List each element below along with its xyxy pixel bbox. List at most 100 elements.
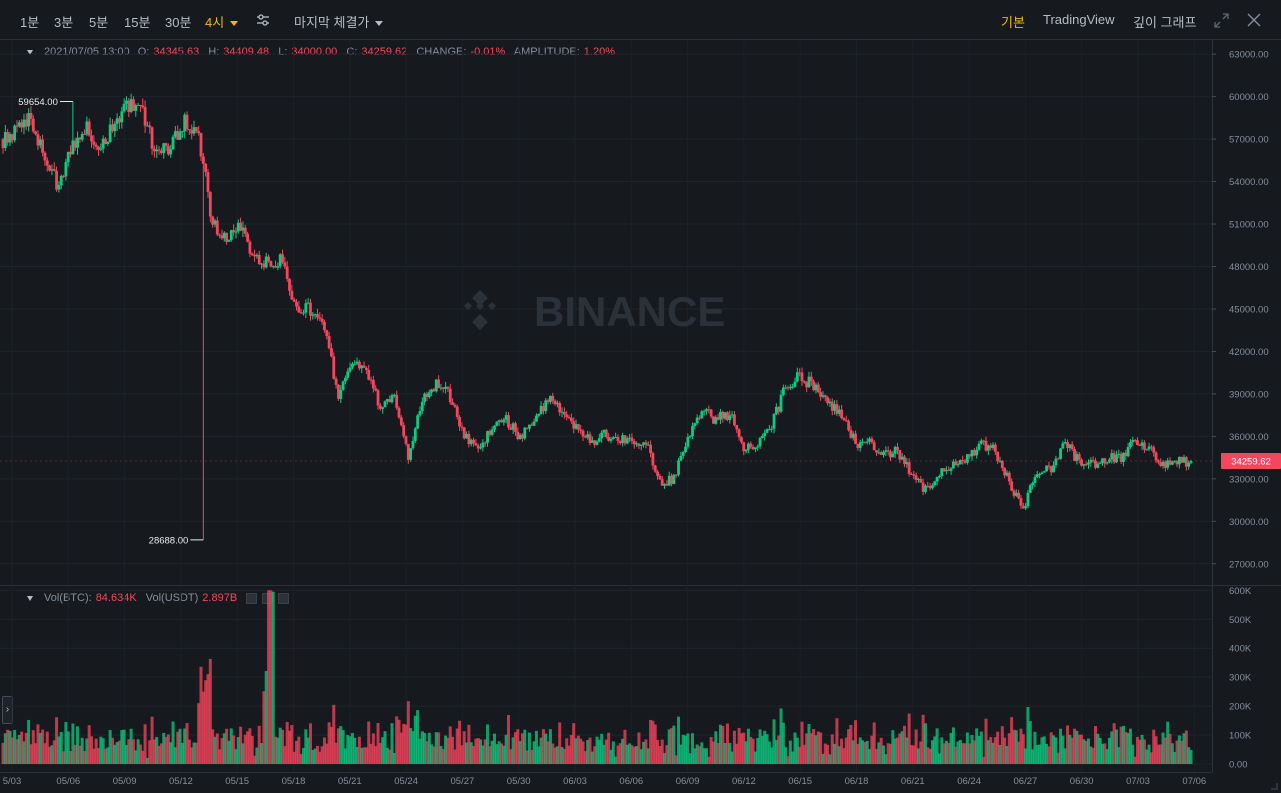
candle-body (264, 256, 268, 268)
settings-sliders-icon[interactable] (256, 13, 270, 32)
expand-icon[interactable] (1214, 13, 1229, 33)
candle-body (136, 104, 140, 106)
volume-hide-icon[interactable] (262, 592, 274, 604)
price-type-select[interactable]: 마지막 체결가 (294, 12, 384, 31)
volume-settings-icon[interactable] (246, 592, 258, 604)
candle-body (451, 402, 454, 405)
volume-bar (1138, 739, 1142, 764)
volume-bar (681, 734, 685, 764)
time-tick-label: 05/30 (507, 776, 531, 787)
interval-5m[interactable]: 5분 (89, 15, 109, 30)
candle-body (914, 475, 918, 480)
collapse-caret-icon[interactable] (27, 50, 33, 55)
candle-body (835, 404, 839, 414)
candle-body (20, 122, 24, 128)
candle-body (679, 455, 683, 461)
candle-body (206, 172, 210, 192)
volume-bar (187, 739, 191, 764)
candle-body (919, 479, 923, 483)
interval-4h[interactable]: 4시 (205, 12, 239, 31)
volume-bar (1091, 747, 1095, 764)
volume-bar (448, 726, 452, 764)
candle-body (295, 301, 298, 307)
volume-bar (961, 743, 965, 764)
volume-bar (583, 751, 587, 764)
volume-bar (993, 737, 997, 764)
candle-body (208, 191, 212, 217)
candle-body (595, 441, 599, 445)
candle-body (712, 416, 715, 424)
candle-body (949, 468, 953, 471)
candle-body (579, 429, 583, 431)
close-value: 34259.62 (361, 46, 408, 58)
binance-logo-icon (464, 290, 496, 330)
volume-bar (970, 735, 974, 764)
tab-depth-chart[interactable]: 깊이 그래프 (1133, 15, 1197, 30)
volume-bar (1024, 748, 1028, 764)
candle-body (1138, 445, 1142, 447)
candle-body (141, 105, 145, 108)
volume-tick-label: 600K (1229, 586, 1252, 597)
volume-bar (262, 691, 266, 764)
candle-body (653, 465, 657, 472)
volume-bar (695, 744, 699, 764)
interval-30m[interactable]: 30분 (165, 15, 192, 30)
candle-body (434, 379, 438, 392)
volume-bar (10, 737, 14, 764)
candle-body (311, 314, 315, 316)
volume-bar (1110, 731, 1114, 764)
volume-bar (264, 670, 268, 764)
volume-bar (742, 732, 746, 764)
volume-bar (243, 734, 247, 764)
volume-bar (308, 723, 312, 764)
volume-bar (225, 728, 229, 764)
candle-body (791, 386, 795, 388)
candle-body (1115, 454, 1118, 463)
volume-bar (933, 736, 937, 764)
change-label: CHANGE: (416, 46, 467, 58)
candle-body (344, 377, 347, 382)
candle-body (1161, 461, 1165, 466)
volume-bar (553, 747, 557, 764)
volume-bar (714, 731, 718, 764)
volume-bar (1010, 717, 1014, 764)
candle-body (243, 227, 247, 234)
close-icon[interactable] (1247, 13, 1261, 32)
candle-body (562, 411, 566, 415)
price-tick-label: 42000.00 (1229, 347, 1269, 358)
volume-bar (1156, 744, 1160, 764)
volume-remove-icon[interactable] (278, 592, 290, 604)
volume-bar (833, 743, 837, 764)
candle-body (744, 449, 748, 452)
candle-body (632, 441, 636, 445)
tab-tradingview[interactable]: TradingView (1043, 12, 1115, 27)
interval-15m[interactable]: 15분 (124, 15, 151, 30)
volume-bar (236, 737, 240, 764)
candle-body (714, 417, 718, 424)
volume-bar (255, 747, 259, 764)
tab-basic[interactable]: 기본 (1001, 15, 1025, 30)
candle-body (968, 454, 972, 457)
interval-1m[interactable]: 1분 (20, 15, 40, 30)
volume-bar (1019, 728, 1023, 764)
candle-body (567, 417, 571, 419)
volume-bar (663, 752, 667, 764)
candle-body (514, 423, 517, 432)
volume-bar (1075, 730, 1079, 764)
candle-body (858, 442, 862, 448)
candle-body (665, 483, 669, 486)
candle-body (111, 124, 114, 132)
volume-bar (749, 736, 753, 764)
collapse-volume-caret-icon[interactable] (27, 596, 33, 601)
volume-bar (20, 731, 24, 764)
expand-sidebar-button[interactable]: › (2, 696, 13, 724)
candle-body (1007, 472, 1011, 482)
candle-body (346, 371, 350, 378)
candle-body (402, 425, 406, 437)
candle-body (772, 413, 776, 429)
interval-3m[interactable]: 3분 (54, 15, 74, 30)
candle-body (602, 429, 606, 433)
candle-body (891, 453, 895, 458)
candle-body (788, 387, 792, 389)
candle-body (462, 427, 466, 439)
